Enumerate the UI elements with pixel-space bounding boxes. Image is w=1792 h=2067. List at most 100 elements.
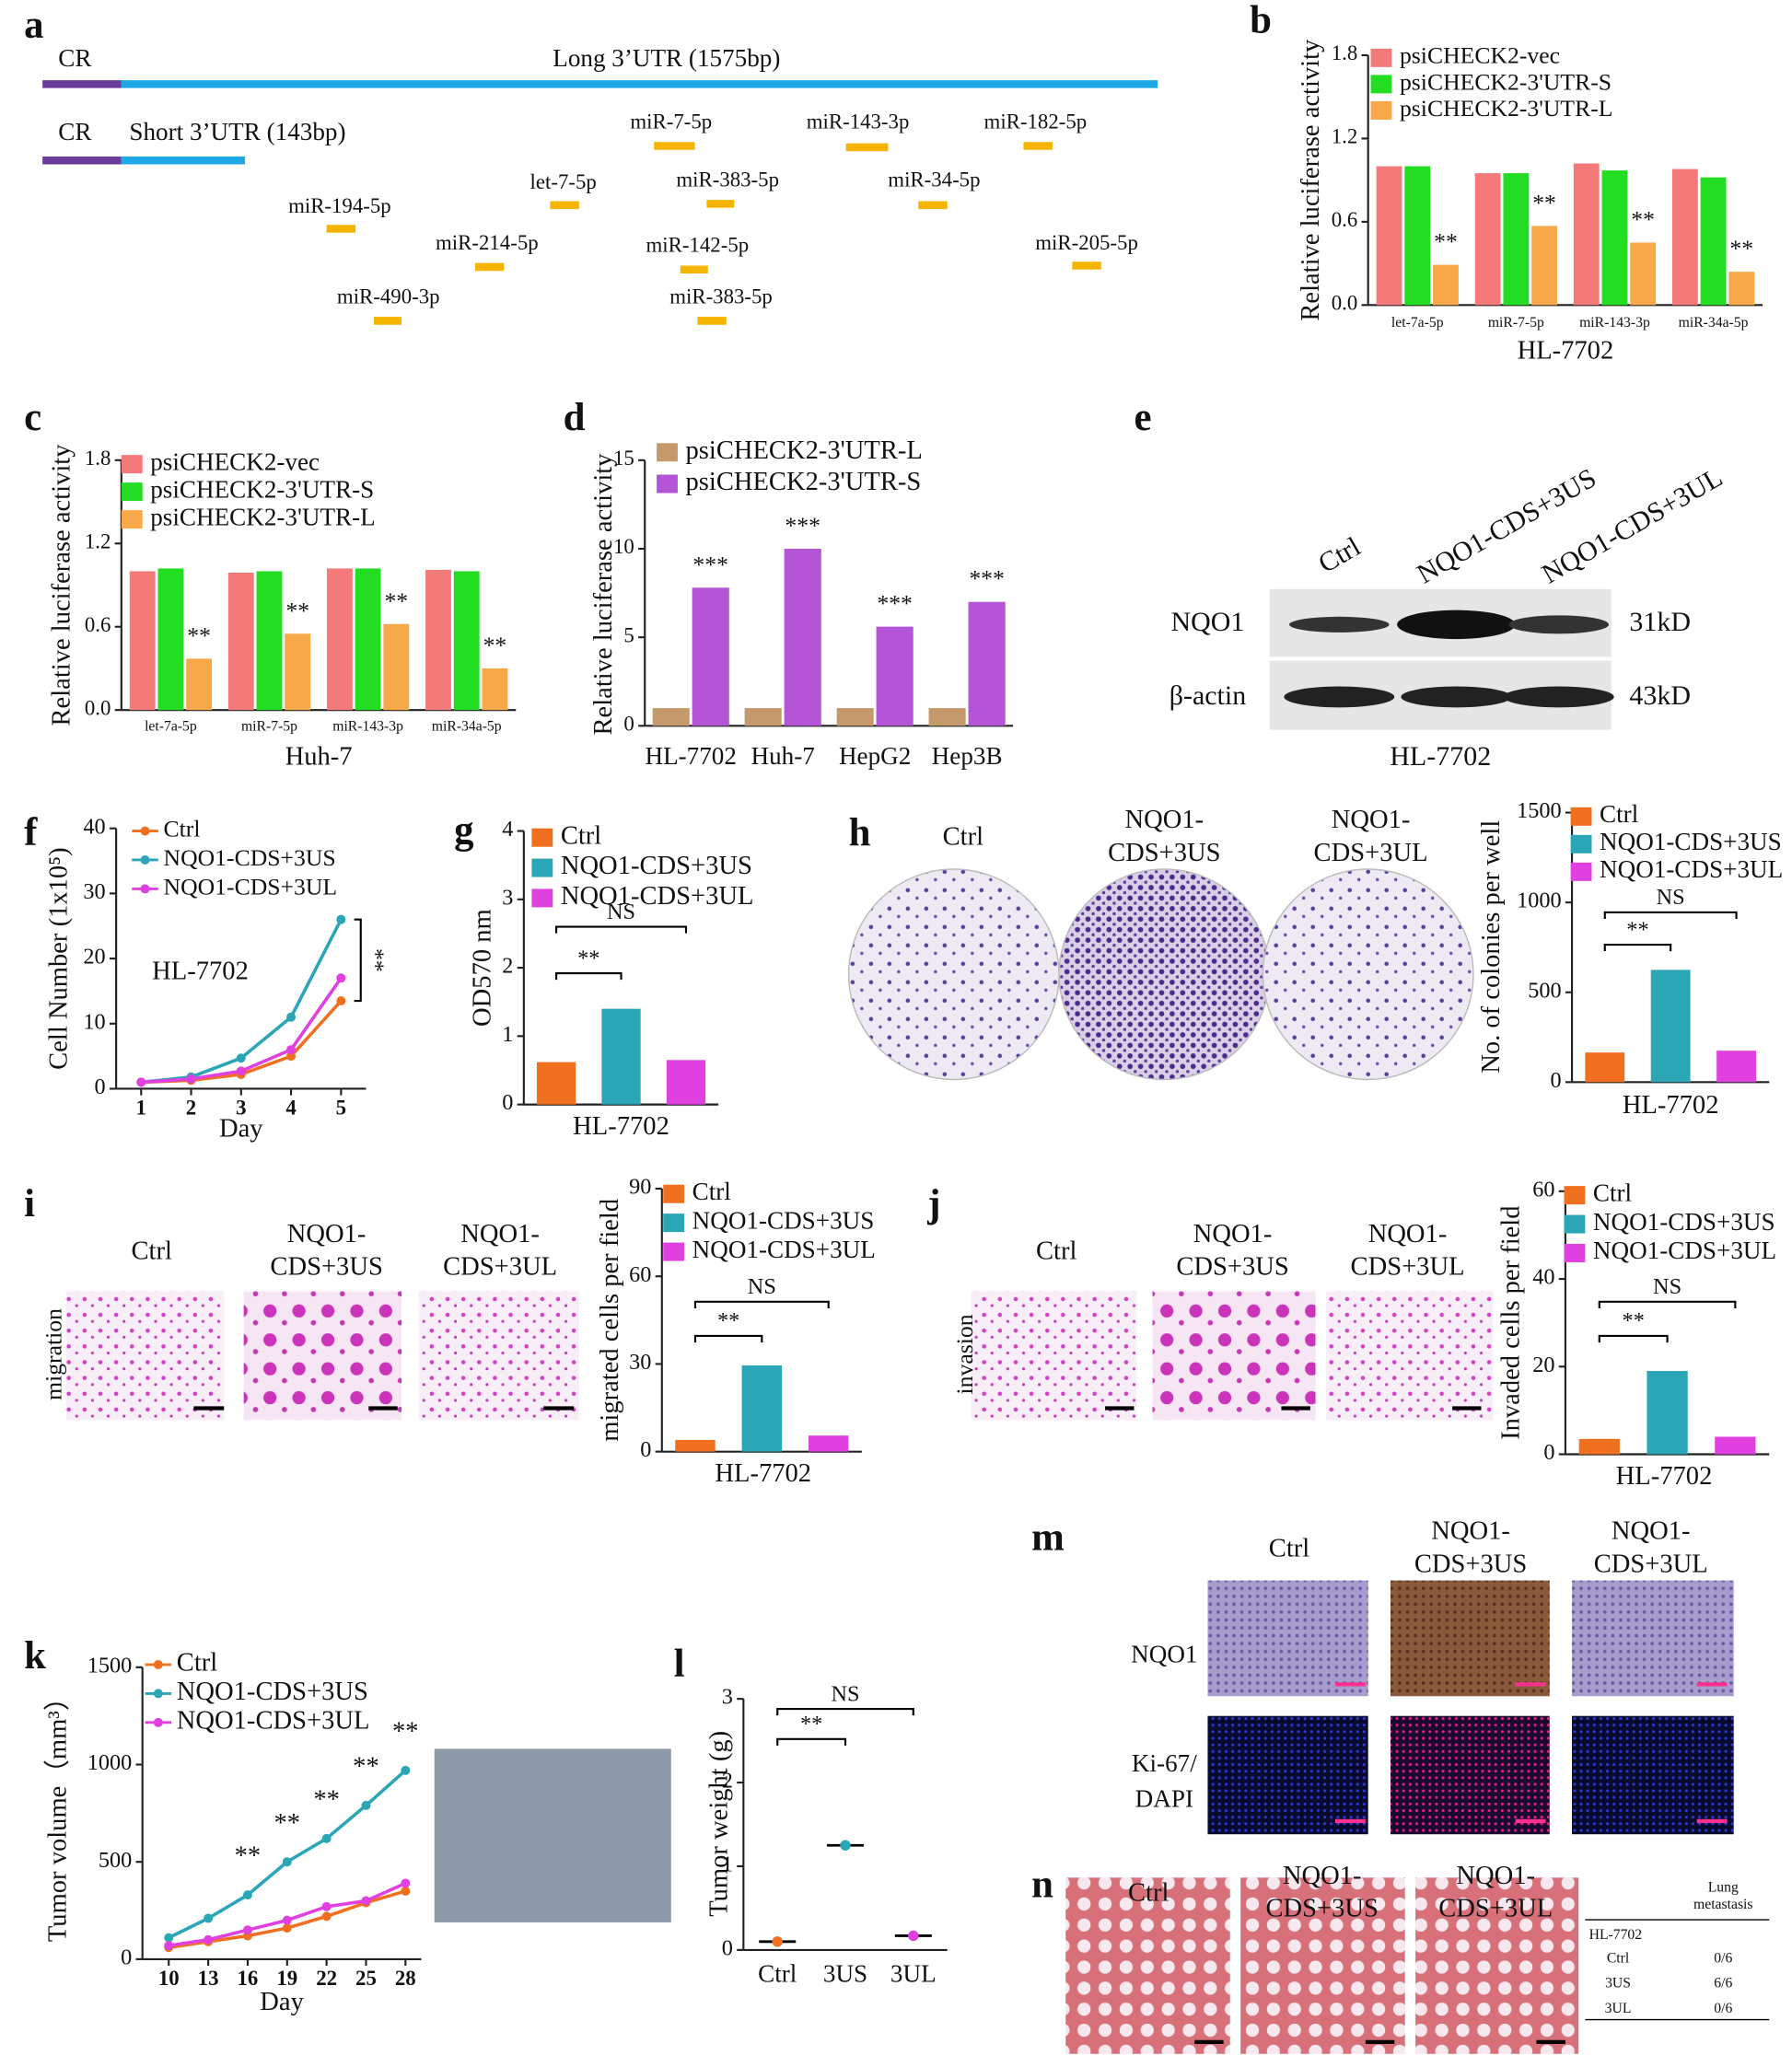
x-tick-label: let-7a-5p xyxy=(145,718,197,734)
point xyxy=(321,1833,332,1843)
size-label: 31kD xyxy=(1629,607,1691,637)
band xyxy=(1284,686,1395,708)
legend-swatch xyxy=(1570,807,1592,826)
significance-label: ** xyxy=(1631,206,1655,233)
band xyxy=(1397,610,1516,640)
legend-label: NQO1-CDS+3US xyxy=(1600,828,1782,855)
legend-label: psiCHECK2-vec xyxy=(150,447,320,475)
legend-label: psiCHECK2-3'UTR-L xyxy=(1400,95,1613,122)
image-label: NQO1- xyxy=(1368,1220,1448,1248)
y-tick-label: 1 xyxy=(502,1022,513,1047)
y-tick-label: 2 xyxy=(722,1769,733,1794)
y-tick-label: 0 xyxy=(121,1945,132,1969)
micrograph xyxy=(1207,1715,1368,1835)
band xyxy=(1503,686,1614,708)
legend-label: Ctrl xyxy=(1600,800,1638,828)
bar xyxy=(836,708,874,726)
significance-label: ** xyxy=(235,1842,262,1871)
image-label: Ctrl xyxy=(1269,1534,1309,1562)
image-label: NQO1- xyxy=(1125,806,1204,834)
point xyxy=(401,1765,411,1775)
protein-label: NQO1 xyxy=(1170,607,1244,637)
legend-swatch xyxy=(1570,834,1592,854)
legend-swatch xyxy=(121,455,143,474)
row-label: invasion xyxy=(951,1314,978,1394)
image-label: CDS+3US xyxy=(1176,1253,1288,1282)
bar xyxy=(355,568,381,711)
x-tick-label: 3UL xyxy=(890,1960,937,1988)
x-axis-label: Huh-7 xyxy=(285,743,353,772)
x-tick-label: 28 xyxy=(395,1967,416,1990)
point xyxy=(282,1923,292,1933)
legend-label: NQO1-CDS+3UL xyxy=(1593,1237,1776,1264)
bar xyxy=(1376,166,1402,306)
significance-label: ** xyxy=(285,597,309,623)
image-label: NQO1- xyxy=(1612,1517,1691,1546)
bar xyxy=(326,568,353,711)
panel-label: k xyxy=(24,1634,46,1678)
image-label: CDS+3UL xyxy=(1351,1253,1465,1282)
significance-bracket xyxy=(776,1707,914,1716)
point xyxy=(236,1053,246,1063)
micrograph xyxy=(243,1291,402,1421)
table-cell: Ctrl xyxy=(1607,1951,1630,1967)
image-label: NQO1- xyxy=(1193,1220,1273,1248)
x-tick-label: 5 xyxy=(336,1097,346,1120)
image-label: CDS+3UL xyxy=(1314,839,1428,867)
y-tick-label: 15 xyxy=(613,447,634,470)
y-tick-label: 3 xyxy=(722,1685,733,1710)
y-tick-label: 30 xyxy=(83,879,105,904)
x-tick-label: 2 xyxy=(186,1097,196,1120)
bar xyxy=(1474,173,1501,306)
micrograph xyxy=(1572,1715,1734,1835)
y-tick-label: 5 xyxy=(623,623,634,646)
y-tick-label: 3 xyxy=(502,885,513,910)
y-axis-label: No. of colonies per well xyxy=(1477,820,1506,1074)
x-tick-label: miR-7-5p xyxy=(1488,315,1544,331)
y-tick-label: 0 xyxy=(1543,1440,1554,1465)
image-label: Ctrl xyxy=(1036,1237,1076,1266)
legend-swatch xyxy=(657,474,678,494)
bar xyxy=(453,571,480,711)
x-tick-label: 3 xyxy=(236,1097,246,1120)
y-tick-label: 10 xyxy=(83,1009,105,1034)
x-axis-label: Day xyxy=(260,1988,304,2016)
y-tick-label: 0 xyxy=(1550,1068,1561,1093)
x-tick-label: Ctrl xyxy=(758,1960,797,1988)
tumor-photo xyxy=(434,1748,671,1922)
table-cell: 3US xyxy=(1605,1976,1631,1992)
legend-swatch xyxy=(531,888,553,908)
cell-line-label: HL-7702 xyxy=(1390,741,1491,772)
image-label: CDS+3US xyxy=(270,1253,382,1282)
micrograph xyxy=(1415,1877,1579,2054)
bar xyxy=(129,571,156,711)
legend-label: NQO1-CDS+3UL xyxy=(692,1236,876,1263)
significance-bracket xyxy=(354,918,362,1003)
significance-label: NS xyxy=(607,900,635,924)
x-tick-label: Huh-7 xyxy=(751,742,815,770)
bar xyxy=(928,708,966,726)
panel-label: n xyxy=(1031,1864,1053,1907)
bar xyxy=(1647,1371,1688,1455)
point xyxy=(908,1930,919,1942)
annotation: HL-7702 xyxy=(152,957,249,985)
mirna-label: miR-142-5p xyxy=(646,234,750,257)
y-tick-label: 0 xyxy=(640,1437,651,1462)
legend-swatch xyxy=(663,1242,685,1261)
panel-label: e xyxy=(1134,396,1151,439)
legend-label: psiCHECK2-3'UTR-L xyxy=(686,436,923,465)
band xyxy=(1289,616,1390,633)
point xyxy=(286,1051,297,1062)
significance-label: ** xyxy=(353,1752,379,1781)
x-tick-label: miR-34a-5p xyxy=(432,718,502,734)
significance-label: ** xyxy=(363,948,390,972)
y-tick-label: 0 xyxy=(95,1074,106,1099)
bar xyxy=(744,708,782,726)
legend-swatch xyxy=(1370,100,1392,120)
bar xyxy=(601,1008,641,1105)
point xyxy=(204,1934,214,1945)
legend-swatch xyxy=(1370,75,1392,94)
legend-label: NQO1-CDS+3US xyxy=(692,1206,875,1234)
image-label: CDS+3UL xyxy=(443,1253,557,1282)
